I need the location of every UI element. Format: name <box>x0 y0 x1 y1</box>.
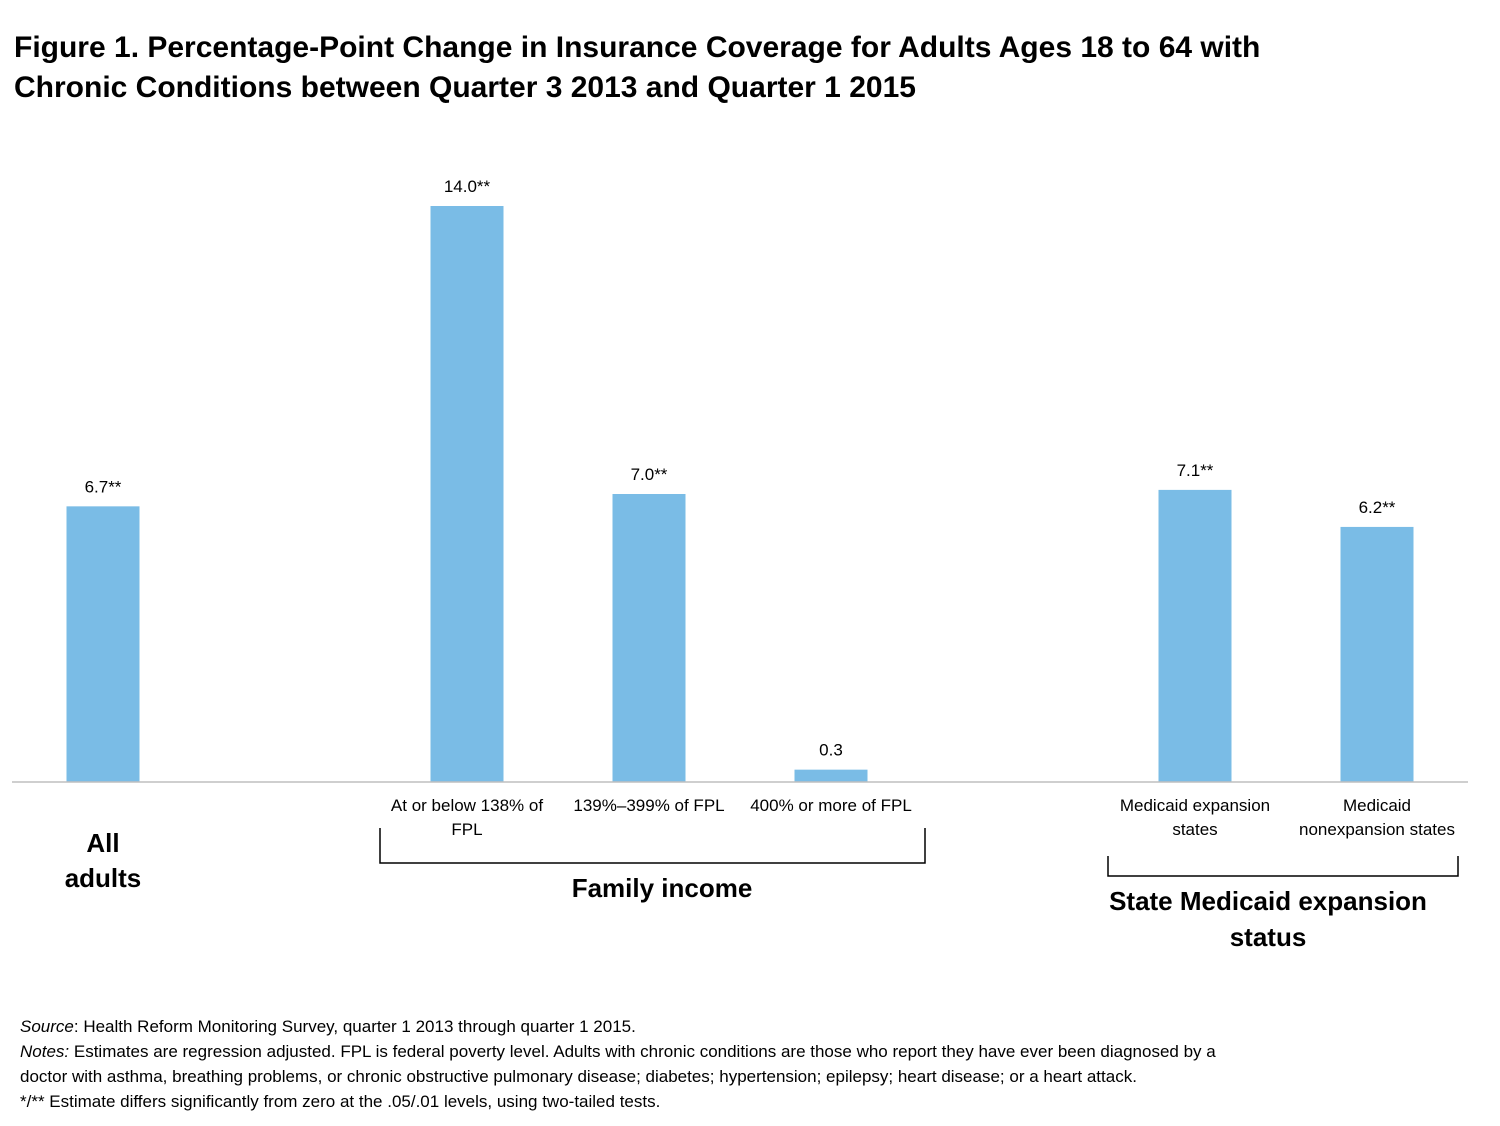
data-label-1: 14.0** <box>444 177 491 196</box>
notes-line-1: Notes: Estimates are regression adjusted… <box>20 1039 1480 1064</box>
category-label-2-line-0: 139%–399% of FPL <box>573 796 724 815</box>
chart-title-line-1: Figure 1. Percentage-Point Change in Ins… <box>14 31 1261 64</box>
bar-0 <box>66 506 140 782</box>
category-label-3-line-0: 400% or more of FPL <box>750 796 912 815</box>
bars-layer <box>66 206 1414 782</box>
bar-2 <box>612 494 686 782</box>
category-labels-layer: All adults At or below 138% of FPL 139%–399%… <box>65 796 1455 893</box>
group-bracket-1 <box>1107 856 1459 877</box>
group-labels-layer: Family income State Medicaid expansion sta… <box>572 873 1427 952</box>
source-note: Source: Health Reform Monitoring Survey,… <box>20 1014 1480 1039</box>
source-label: Source <box>20 1017 74 1036</box>
significance-note: */** Estimate differs significantly from… <box>20 1092 661 1111</box>
data-label-0: 6.7** <box>85 477 122 496</box>
category-label-0-line-1: adults <box>65 863 142 893</box>
bar-1 <box>430 206 504 782</box>
chart-title: Figure 1. Percentage-Point Change in Ins… <box>14 28 1484 108</box>
group-brackets-layer <box>379 828 1459 877</box>
bar-chart: 6.7**14.0**7.0**0.37.1**6.2** AlladultsA… <box>12 177 1468 952</box>
data-labels-layer: 6.7** 14.0** 7.0** 0.3 7.1** 6.2** <box>85 177 1396 760</box>
category-label-1-line-1: FPL <box>451 820 482 839</box>
category-label-5-line-1: nonexpansion states <box>1299 820 1455 839</box>
bar-5 <box>1340 526 1414 782</box>
data-label-5: 6.2** <box>1359 498 1396 517</box>
data-label-4: 7.1** <box>1177 461 1214 480</box>
category-label-1-line-0: At or below 138% of <box>391 796 543 815</box>
category-label-5-line-0: Medicaid <box>1343 796 1411 815</box>
category-label-4-line-1: states <box>1172 820 1217 839</box>
data-label-3: 0.3 <box>819 741 843 760</box>
category-label-0-line-0: All <box>86 828 119 858</box>
notes-label: Notes: <box>20 1042 70 1061</box>
bar-3 <box>794 769 868 782</box>
footer-notes: Source: Health Reform Monitoring Survey,… <box>20 1014 1480 1114</box>
category-label-4-line-0: Medicaid expansion <box>1120 796 1270 815</box>
notes-line-2: doctor with asthma, breathing problems, … <box>20 1067 1137 1086</box>
group-bracket-0 <box>379 828 926 864</box>
chart-title-line-2: Chronic Conditions between Quarter 3 201… <box>14 71 916 104</box>
notes-text-1: Estimates are regression adjusted. FPL i… <box>69 1042 1216 1061</box>
source-text: : Health Reform Monitoring Survey, quart… <box>73 1017 636 1036</box>
bar-4 <box>1158 489 1232 782</box>
group-label-1-line-1: status <box>1230 922 1307 952</box>
group-label-1-line-0: State Medicaid expansion <box>1109 886 1427 916</box>
data-label-2: 7.0** <box>631 465 668 484</box>
group-label-0-line-0: Family income <box>572 873 753 903</box>
